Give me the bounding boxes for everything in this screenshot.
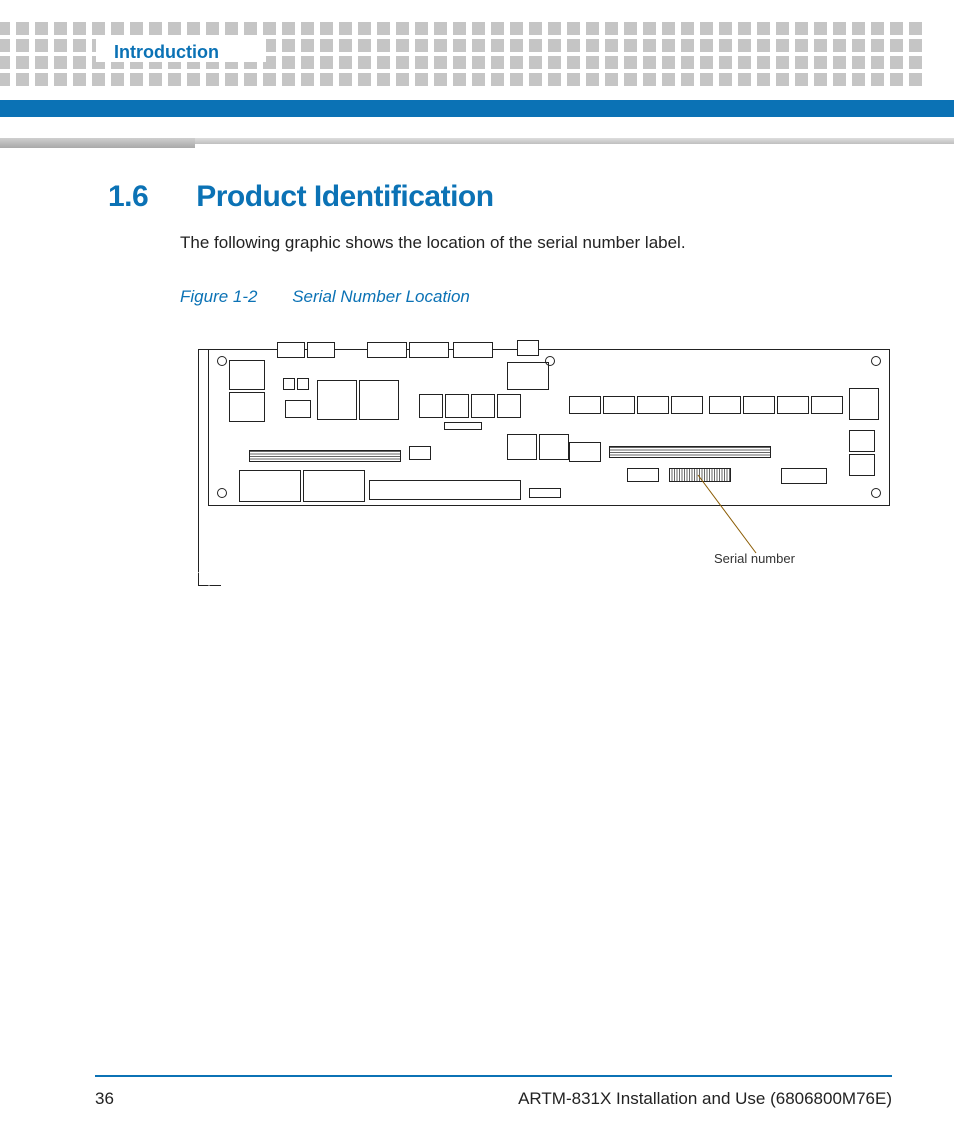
figure-diagram: Serial number — [198, 335, 898, 585]
port — [603, 396, 635, 414]
port — [743, 396, 775, 414]
port — [569, 396, 601, 414]
chip — [849, 430, 875, 452]
page-number: 36 — [95, 1089, 114, 1109]
port — [777, 396, 809, 414]
top-connector — [367, 342, 407, 358]
footer: 36 ARTM-831X Installation and Use (68068… — [95, 1089, 892, 1109]
page: Introduction 1.6 Product Identification … — [0, 0, 954, 1145]
chip — [239, 470, 301, 502]
chip — [297, 378, 309, 390]
section-title: Product Identification — [196, 180, 493, 214]
chip — [539, 434, 569, 460]
dot-row — [0, 73, 954, 87]
chip — [229, 392, 265, 422]
sfp-cage — [507, 362, 549, 390]
chip — [369, 480, 521, 500]
section-number: 1.6 — [108, 180, 148, 214]
top-connector — [517, 340, 539, 356]
edge-connector — [609, 446, 771, 458]
chip — [507, 434, 537, 460]
top-connector — [453, 342, 493, 358]
chip — [409, 446, 431, 460]
footer-rule — [95, 1075, 892, 1077]
chip — [569, 442, 601, 462]
chip — [627, 468, 659, 482]
chip — [303, 470, 365, 502]
chip — [419, 394, 443, 418]
chip — [529, 488, 561, 498]
mounting-hole — [545, 356, 555, 366]
running-head: Introduction — [108, 43, 225, 61]
mounting-hole — [217, 488, 227, 498]
port — [671, 396, 703, 414]
chip — [285, 400, 311, 418]
dot-row — [0, 22, 954, 36]
top-connector — [307, 342, 335, 358]
section-heading: 1.6 Product Identification — [108, 180, 884, 214]
doc-title: ARTM-831X Installation and Use (6806800M… — [518, 1089, 892, 1109]
mounting-hole — [217, 356, 227, 366]
figure-caption: Figure 1-2 Serial Number Location — [180, 287, 884, 307]
header-bar-blue — [0, 100, 954, 117]
mounting-hole — [871, 488, 881, 498]
chip — [781, 468, 827, 484]
chip — [359, 380, 399, 420]
port — [811, 396, 843, 414]
chip — [849, 454, 875, 476]
port — [709, 396, 741, 414]
section-body: The following graphic shows the location… — [180, 232, 884, 255]
chip — [471, 394, 495, 418]
chip — [445, 394, 469, 418]
chip — [849, 388, 879, 420]
mounting-hole — [871, 356, 881, 366]
figure-number: Figure 1-2 — [180, 287, 257, 306]
chip — [317, 380, 357, 420]
figure-title: Serial Number Location — [292, 287, 470, 306]
serial-number-label — [669, 468, 731, 482]
chip — [229, 360, 265, 390]
port — [637, 396, 669, 414]
edge-connector — [249, 450, 401, 462]
callout-label: Serial number — [714, 551, 795, 566]
content-area: 1.6 Product Identification The following… — [108, 180, 884, 585]
board-outline — [208, 349, 890, 506]
header-bar-gray — [0, 138, 954, 152]
top-connector — [277, 342, 305, 358]
chip — [497, 394, 521, 418]
chip — [283, 378, 295, 390]
top-connector — [409, 342, 449, 358]
chip — [444, 422, 482, 430]
